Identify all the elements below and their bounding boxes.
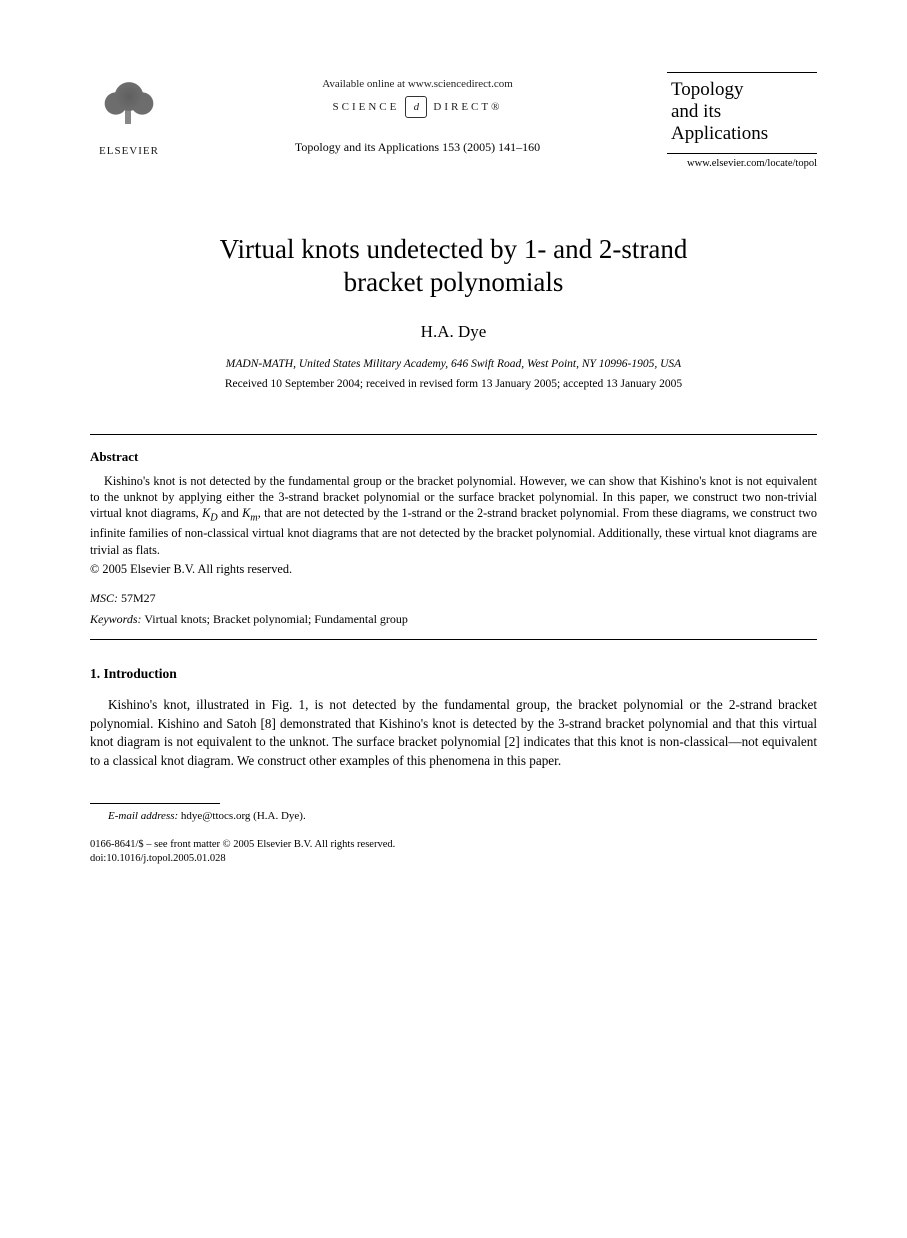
- abstract-heading: Abstract: [90, 449, 817, 465]
- author-affiliation: MADN-MATH, United States Military Academ…: [90, 358, 817, 370]
- citation: Topology and its Applications 153 (2005)…: [168, 140, 667, 155]
- journal-box-wrapper: Topology and its Applications www.elsevi…: [667, 72, 817, 169]
- msc-label: MSC:: [90, 591, 118, 605]
- keywords-label: Keywords:: [90, 612, 142, 626]
- journal-title-line3: Applications: [671, 123, 813, 145]
- rule-below-abstract: [90, 639, 817, 640]
- issn-line: 0166-8641/$ – see front matter © 2005 El…: [90, 838, 817, 852]
- sciencedirect-logo: SCIENCE d DIRECT®: [168, 96, 667, 118]
- email-value: hdye@ttocs.org (H.A. Dye).: [181, 810, 306, 822]
- footnote-rule: [90, 803, 220, 804]
- footer-block: 0166-8641/$ – see front matter © 2005 El…: [90, 838, 817, 866]
- article-dates: Received 10 September 2004; received in …: [90, 378, 817, 390]
- author-name: H.A. Dye: [90, 322, 817, 342]
- sd-right: DIRECT®: [433, 101, 502, 113]
- abstract-body: Kishino's knot is not detected by the fu…: [90, 473, 817, 558]
- abstract-text: Kishino's knot is not detected by the fu…: [90, 473, 817, 558]
- sd-d-icon: d: [405, 96, 427, 118]
- header-center: Available online at www.sciencedirect.co…: [168, 72, 667, 155]
- sd-left: SCIENCE: [333, 101, 400, 113]
- email-label: E-mail address:: [108, 810, 178, 822]
- copyright-line: © 2005 Elsevier B.V. All rights reserved…: [90, 562, 817, 577]
- journal-title-line1: Topology: [671, 79, 813, 101]
- intro-heading: 1. Introduction: [90, 666, 817, 682]
- elsevier-logo: ELSEVIER: [90, 72, 168, 157]
- publisher-name: ELSEVIER: [99, 145, 159, 157]
- journal-title-line2: and its: [671, 101, 813, 123]
- journal-url: www.elsevier.com/locate/topol: [687, 158, 817, 169]
- rule-above-abstract: [90, 434, 817, 435]
- available-online-text: Available online at www.sciencedirect.co…: [168, 78, 667, 90]
- elsevier-tree-icon: [96, 72, 162, 142]
- page-header: ELSEVIER Available online at www.science…: [90, 72, 817, 169]
- keywords-line: Keywords: Virtual knots; Bracket polynom…: [90, 612, 817, 627]
- msc-value: 57M27: [121, 591, 156, 605]
- intro-paragraph: Kishino's knot, illustrated in Fig. 1, i…: [90, 696, 817, 771]
- msc-line: MSC: 57M27: [90, 591, 817, 606]
- keywords-value: Virtual knots; Bracket polynomial; Funda…: [144, 612, 408, 626]
- title-line2: bracket polynomials: [344, 267, 564, 297]
- journal-title-box: Topology and its Applications: [667, 72, 817, 154]
- doi-line: doi:10.1016/j.topol.2005.01.028: [90, 852, 817, 866]
- article-title: Virtual knots undetected by 1- and 2-str…: [90, 233, 817, 301]
- email-line: E-mail address: hdye@ttocs.org (H.A. Dye…: [90, 810, 817, 822]
- title-line1: Virtual knots undetected by 1- and 2-str…: [220, 234, 688, 264]
